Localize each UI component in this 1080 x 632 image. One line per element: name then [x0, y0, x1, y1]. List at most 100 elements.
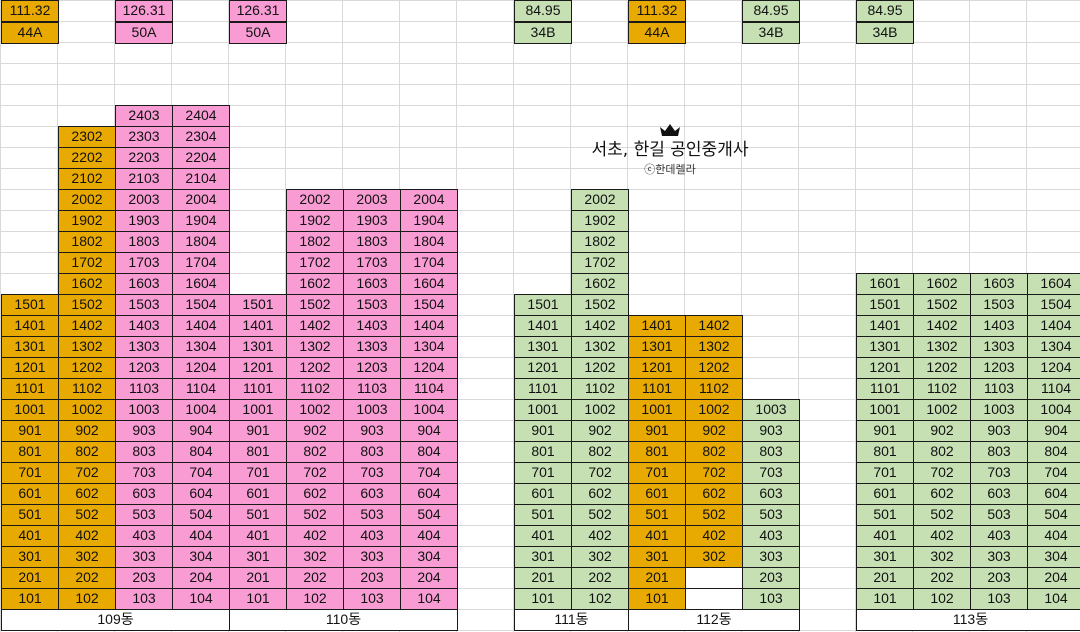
- unit-cell[interactable]: 1401: [628, 315, 686, 337]
- unit-cell[interactable]: 1101: [856, 378, 914, 400]
- unit-cell[interactable]: 301: [628, 546, 686, 568]
- unit-cell[interactable]: 902: [58, 420, 116, 442]
- unit-cell[interactable]: 702: [913, 462, 971, 484]
- unit-cell[interactable]: 2102: [58, 168, 116, 190]
- unit-cell[interactable]: 604: [1027, 483, 1080, 505]
- unit-cell[interactable]: 901: [514, 420, 572, 442]
- unit-cell[interactable]: 1202: [913, 357, 971, 379]
- unit-cell[interactable]: 703: [742, 462, 800, 484]
- unit-cell[interactable]: 404: [172, 525, 230, 547]
- unit-cell[interactable]: 801: [1, 441, 59, 463]
- unit-cell[interactable]: 1404: [172, 315, 230, 337]
- unit-cell[interactable]: 1503: [115, 294, 173, 316]
- unit-cell[interactable]: 201: [856, 567, 914, 589]
- unit-cell[interactable]: 1802: [571, 231, 629, 253]
- unit-cell[interactable]: 704: [172, 462, 230, 484]
- unit-cell[interactable]: 203: [742, 567, 800, 589]
- unit-cell[interactable]: 2203: [115, 147, 173, 169]
- unit-cell[interactable]: 1603: [970, 273, 1028, 295]
- unit-cell[interactable]: 204: [1027, 567, 1080, 589]
- unit-cell[interactable]: 1402: [286, 315, 344, 337]
- unit-cell[interactable]: 1202: [286, 357, 344, 379]
- unit-cell[interactable]: 1603: [115, 273, 173, 295]
- unit-cell[interactable]: 1702: [571, 252, 629, 274]
- unit-area-cell[interactable]: 111.32: [1, 0, 59, 22]
- unit-cell[interactable]: 1201: [229, 357, 287, 379]
- unit-cell[interactable]: 1802: [286, 231, 344, 253]
- unit-cell[interactable]: 102: [286, 588, 344, 610]
- building-label[interactable]: 113동: [856, 609, 1080, 631]
- unit-cell[interactable]: 103: [742, 588, 800, 610]
- unit-cell[interactable]: 303: [970, 546, 1028, 568]
- unit-cell[interactable]: 2202: [58, 147, 116, 169]
- unit-cell[interactable]: 903: [970, 420, 1028, 442]
- unit-cell[interactable]: 1303: [115, 336, 173, 358]
- unit-cell[interactable]: 2104: [172, 168, 230, 190]
- unit-cell[interactable]: 1604: [1027, 273, 1080, 295]
- unit-cell[interactable]: 301: [856, 546, 914, 568]
- unit-cell[interactable]: 1101: [514, 378, 572, 400]
- unit-cell[interactable]: 303: [115, 546, 173, 568]
- unit-cell[interactable]: 1202: [685, 357, 743, 379]
- unit-cell[interactable]: 201: [514, 567, 572, 589]
- unit-cell[interactable]: 503: [742, 504, 800, 526]
- unit-cell[interactable]: 601: [514, 483, 572, 505]
- unit-cell[interactable]: 602: [571, 483, 629, 505]
- unit-cell[interactable]: 501: [856, 504, 914, 526]
- unit-cell[interactable]: 903: [115, 420, 173, 442]
- unit-cell[interactable]: 401: [1, 525, 59, 547]
- unit-cell[interactable]: 503: [343, 504, 401, 526]
- unit-cell[interactable]: 403: [742, 525, 800, 547]
- unit-cell[interactable]: 1002: [913, 399, 971, 421]
- unit-cell[interactable]: 404: [400, 525, 458, 547]
- unit-cell[interactable]: 2002: [58, 189, 116, 211]
- unit-cell[interactable]: 503: [115, 504, 173, 526]
- unit-cell[interactable]: 403: [343, 525, 401, 547]
- unit-type-cell[interactable]: 50A: [115, 22, 173, 44]
- unit-cell[interactable]: 902: [286, 420, 344, 442]
- unit-cell[interactable]: 1204: [1027, 357, 1080, 379]
- unit-cell[interactable]: 702: [58, 462, 116, 484]
- unit-cell[interactable]: 1904: [400, 210, 458, 232]
- unit-cell[interactable]: 601: [856, 483, 914, 505]
- unit-cell[interactable]: 401: [514, 525, 572, 547]
- unit-cell[interactable]: 403: [970, 525, 1028, 547]
- unit-cell[interactable]: 1401: [856, 315, 914, 337]
- unit-cell[interactable]: 802: [913, 441, 971, 463]
- unit-cell[interactable]: 1102: [571, 378, 629, 400]
- unit-cell[interactable]: 2002: [286, 189, 344, 211]
- unit-cell[interactable]: 1404: [1027, 315, 1080, 337]
- unit-cell[interactable]: 703: [343, 462, 401, 484]
- unit-cell[interactable]: 302: [286, 546, 344, 568]
- unit-cell[interactable]: 1902: [286, 210, 344, 232]
- unit-cell[interactable]: 1702: [286, 252, 344, 274]
- unit-cell[interactable]: 604: [400, 483, 458, 505]
- unit-cell[interactable]: 1904: [172, 210, 230, 232]
- unit-cell[interactable]: 1303: [970, 336, 1028, 358]
- unit-cell[interactable]: 904: [1027, 420, 1080, 442]
- unit-cell[interactable]: 104: [1027, 588, 1080, 610]
- unit-cell[interactable]: 701: [856, 462, 914, 484]
- unit-cell[interactable]: 303: [343, 546, 401, 568]
- unit-cell[interactable]: 2303: [115, 126, 173, 148]
- unit-cell[interactable]: 203: [115, 567, 173, 589]
- unit-cell[interactable]: 1104: [1027, 378, 1080, 400]
- unit-cell[interactable]: 2003: [343, 189, 401, 211]
- unit-cell[interactable]: 801: [628, 441, 686, 463]
- unit-area-cell[interactable]: 126.31: [229, 0, 287, 22]
- unit-cell[interactable]: 1504: [400, 294, 458, 316]
- unit-cell[interactable]: 802: [685, 441, 743, 463]
- unit-cell[interactable]: 601: [628, 483, 686, 505]
- unit-cell[interactable]: 502: [286, 504, 344, 526]
- unit-cell[interactable]: 504: [1027, 504, 1080, 526]
- unit-cell[interactable]: 1102: [286, 378, 344, 400]
- unit-cell[interactable]: 1704: [400, 252, 458, 274]
- unit-cell[interactable]: 1703: [343, 252, 401, 274]
- unit-cell[interactable]: 1602: [571, 273, 629, 295]
- unit-cell[interactable]: 1601: [856, 273, 914, 295]
- unit-cell[interactable]: 101: [1, 588, 59, 610]
- unit-cell[interactable]: 701: [229, 462, 287, 484]
- unit-cell[interactable]: 603: [970, 483, 1028, 505]
- unit-cell[interactable]: 1604: [400, 273, 458, 295]
- unit-cell[interactable]: 1003: [970, 399, 1028, 421]
